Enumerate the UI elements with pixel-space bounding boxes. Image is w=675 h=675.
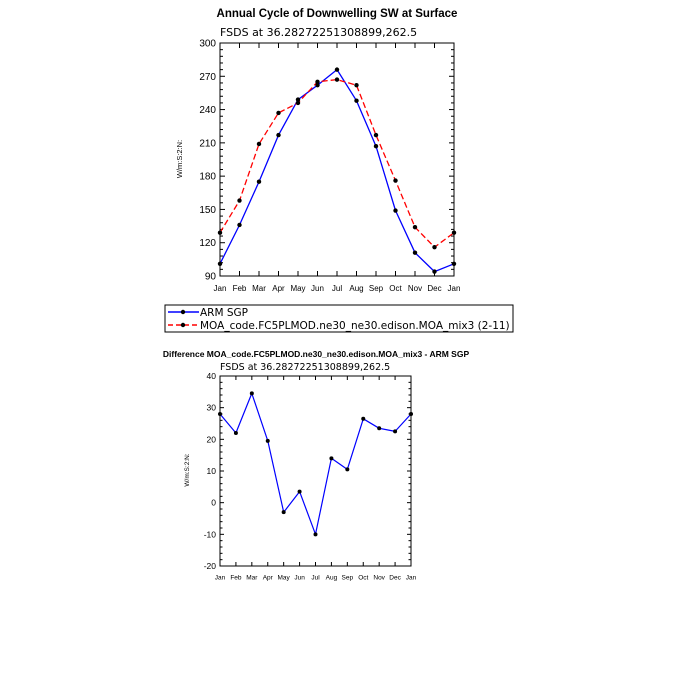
data-point [393, 178, 398, 183]
data-point [276, 110, 281, 116]
data-point [451, 261, 457, 266]
legend: ARM SGP MOA_code.FC5PLMOD.ne30_ne30.edis… [164, 304, 514, 333]
y-tick-label: 120 [199, 238, 216, 249]
x-tick-label: Jan [448, 284, 461, 293]
chart-subtitle: FSDS at 36.28272251308899,262.5 [220, 362, 390, 373]
series-line-0 [219, 68, 455, 273]
data-point [373, 132, 379, 138]
chart-subtitle: FSDS at 36.28272251308899,262.5 [220, 26, 417, 39]
data-point [237, 198, 242, 203]
data-point [315, 82, 320, 88]
x-tick-label: Jul [311, 575, 320, 582]
difference-chart: Difference MOA_code.FC5PLMOD.ne30_ne30.e… [163, 349, 470, 582]
x-tick-label: Jun [311, 284, 324, 293]
x-tick-label: Oct [389, 284, 402, 293]
data-point [313, 532, 318, 537]
x-tick-label: Feb [233, 284, 247, 293]
data-point [334, 67, 340, 72]
y-tick-label: 270 [199, 72, 216, 83]
x-tick-label: Sep [342, 575, 354, 582]
data-point [412, 250, 418, 255]
x-tick-label: Dec [389, 575, 401, 582]
data-point [217, 230, 223, 235]
data-point [345, 467, 350, 472]
y-tick-label: -10 [204, 529, 217, 539]
data-point [393, 429, 398, 434]
annual-cycle-chart: Annual Cycle of Downwelling SW at Surfac… [175, 8, 460, 293]
data-point [334, 77, 340, 82]
x-tick-label: Aug [326, 575, 338, 582]
data-point [377, 426, 382, 431]
y-tick-label: 30 [207, 403, 217, 413]
x-tick-label: Mar [246, 575, 258, 582]
x-tick-label: Jun [294, 575, 305, 582]
x-tick-label: Sep [369, 284, 384, 293]
data-point [432, 269, 437, 274]
data-point [329, 456, 334, 461]
x-tick-label: Jul [332, 284, 342, 293]
y-tick-label: 10 [207, 466, 217, 476]
x-tick-label: Nov [373, 575, 385, 582]
data-point [432, 244, 437, 250]
data-point [373, 143, 379, 149]
chart-title: Annual Cycle of Downwelling SW at Surfac… [217, 8, 458, 20]
data-point [451, 230, 457, 235]
x-tick-label: Jan [406, 575, 417, 582]
data-point [354, 98, 359, 103]
x-tick-label: Oct [358, 575, 368, 582]
data-point [265, 438, 270, 443]
data-point [256, 141, 262, 147]
x-tick-label: May [290, 284, 305, 293]
data-point [361, 416, 366, 421]
series-line-0 [219, 392, 412, 535]
data-point [276, 132, 281, 138]
data-point [218, 412, 222, 416]
y-tick-label: 300 [199, 39, 216, 50]
legend-marker-arm-sgp [180, 309, 186, 315]
x-tick-label: Dec [427, 284, 441, 293]
legend-label-arm-sgp: ARM SGP [200, 307, 248, 319]
y-tick-label: 240 [199, 105, 216, 116]
legend-box [164, 304, 514, 333]
series-line-1 [219, 78, 455, 248]
y-tick-label: 20 [207, 434, 217, 444]
data-point [409, 412, 413, 416]
data-point [217, 261, 223, 266]
y-tick-label: 180 [199, 172, 216, 183]
data-point [281, 510, 286, 515]
x-tick-label: Mar [252, 284, 266, 293]
y-tick-label: 210 [199, 138, 216, 149]
data-point [233, 431, 238, 435]
y-tick-label: 150 [199, 205, 216, 216]
data-point [315, 79, 320, 85]
y-tick-label: -20 [204, 561, 217, 571]
x-tick-label: Jan [214, 284, 227, 293]
data-point [295, 97, 301, 102]
legend-marker-moa [180, 322, 186, 328]
data-point [295, 100, 301, 106]
chart-title: Difference MOA_code.FC5PLMOD.ne30_ne30.e… [163, 349, 470, 359]
x-tick-label: Feb [230, 575, 242, 582]
x-tick-label: Aug [349, 284, 363, 293]
y-tick-label: 90 [205, 272, 217, 283]
legend-label-moa: MOA_code.FC5PLMOD.ne30_ne30.edison.MOA_m… [200, 320, 510, 332]
y-axis-label: W/m:S:2:N: [184, 453, 191, 486]
y-axis-label: W/m:S:2:N: [175, 140, 184, 178]
data-point [256, 179, 262, 184]
data-point [412, 224, 418, 230]
x-tick-label: Apr [263, 575, 274, 582]
y-tick-label: 0 [211, 498, 216, 508]
x-tick-label: May [278, 575, 291, 582]
plot-area [219, 375, 412, 567]
data-point [249, 391, 254, 396]
data-point [237, 222, 242, 228]
x-tick-label: Apr [272, 284, 285, 293]
data-point [393, 208, 398, 213]
y-tick-label: 40 [207, 371, 217, 381]
data-point [297, 489, 302, 494]
x-tick-label: Nov [408, 284, 422, 293]
data-point [354, 82, 359, 88]
x-tick-label: Jan [215, 575, 226, 582]
